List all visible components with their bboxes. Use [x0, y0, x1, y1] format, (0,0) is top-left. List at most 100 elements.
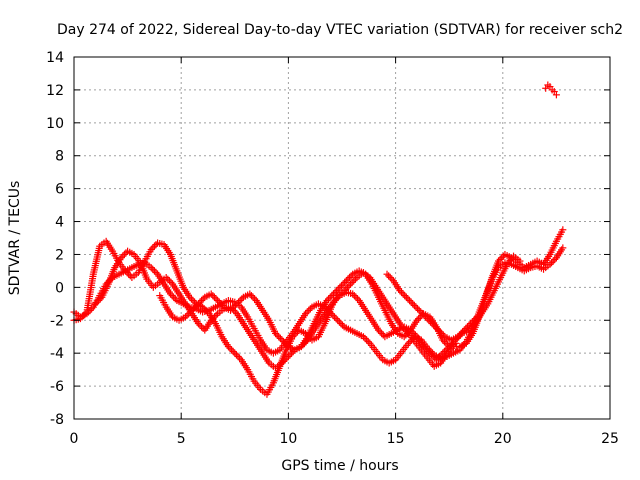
data-point [330, 313, 338, 321]
chart-title: Day 274 of 2022, Sidereal Day-to-day VTE… [57, 22, 623, 38]
data-point [305, 306, 313, 314]
data-point [498, 254, 506, 262]
data-point [186, 308, 194, 316]
data-point [415, 306, 423, 314]
data-point [412, 303, 420, 311]
data-point [232, 351, 240, 359]
data-point [516, 257, 524, 265]
data-point [331, 297, 339, 305]
data-point [117, 254, 125, 262]
data-point [234, 352, 242, 360]
data-point [440, 348, 448, 356]
data-point [152, 241, 160, 249]
data-point [346, 273, 354, 281]
data-point [460, 326, 468, 334]
data-point [281, 356, 289, 364]
data-point [212, 295, 220, 303]
data-point [439, 331, 447, 339]
data-point [425, 316, 433, 324]
y-tick-label: 14 [46, 50, 64, 66]
data-point [337, 282, 345, 290]
data-point [202, 306, 210, 314]
data-point [162, 273, 170, 281]
data-point [93, 298, 101, 306]
data-point [185, 310, 193, 318]
data-point [337, 320, 345, 328]
data-point [166, 290, 174, 298]
data-point [167, 278, 175, 286]
data-point [203, 308, 211, 316]
data-point [548, 259, 556, 267]
data-point [196, 298, 204, 306]
data-point [471, 315, 479, 323]
data-point [361, 334, 369, 342]
data-point [454, 333, 462, 341]
data-point [473, 313, 481, 321]
data-point [350, 277, 358, 285]
data-point [426, 318, 434, 326]
data-point [404, 339, 412, 347]
y-tick-label: -8 [50, 412, 64, 428]
data-point [150, 242, 158, 250]
data-point [423, 315, 431, 323]
data-point [418, 310, 426, 318]
data-point [333, 287, 341, 295]
y-tick-label: 4 [55, 215, 64, 231]
data-point [433, 325, 441, 332]
y-tick-label: 8 [55, 149, 64, 165]
data-point [347, 272, 355, 280]
y-tick-label: 6 [55, 182, 64, 198]
y-tick-label: 12 [46, 83, 64, 99]
data-point [336, 283, 344, 291]
data-point [91, 300, 99, 308]
data-point [331, 288, 339, 296]
data-point [339, 321, 347, 329]
data-point [181, 313, 189, 321]
data-point [342, 277, 350, 285]
data-point [495, 257, 503, 265]
data-point [442, 339, 450, 347]
data-point [467, 320, 475, 328]
data-point [189, 297, 197, 305]
data-point [383, 270, 391, 278]
data-point [217, 300, 225, 308]
x-tick-label: 0 [70, 431, 79, 447]
data-point [95, 297, 103, 305]
data-point [214, 297, 222, 305]
data-point [209, 292, 217, 300]
data-point [209, 315, 217, 323]
data-point [88, 305, 96, 313]
data-point [428, 320, 436, 328]
data-point [152, 269, 160, 277]
data-point [401, 292, 409, 300]
data-point [278, 359, 286, 367]
data-point [228, 305, 236, 313]
data-point [459, 328, 467, 336]
data-point [423, 346, 431, 354]
data-point [183, 311, 191, 319]
x-tick-label: 10 [279, 431, 297, 447]
data-point [276, 334, 284, 342]
data-point [421, 344, 429, 352]
data-point [400, 333, 408, 341]
data-point [290, 331, 298, 339]
data-point [334, 293, 342, 301]
data-point [419, 343, 427, 351]
data-point [231, 349, 239, 357]
data-point [199, 303, 207, 311]
data-point [171, 295, 179, 303]
data-point [386, 273, 394, 281]
data-point [455, 331, 463, 339]
data-point [410, 301, 418, 309]
data-point [396, 287, 404, 295]
data-point [273, 331, 281, 339]
data-point [283, 341, 291, 349]
data-point [348, 278, 356, 286]
data-point [200, 305, 208, 313]
data-point [284, 352, 292, 360]
data-point [226, 344, 234, 352]
data-point [549, 257, 557, 265]
x-axis-label: GPS time / hours [281, 458, 398, 474]
data-point [559, 226, 567, 234]
